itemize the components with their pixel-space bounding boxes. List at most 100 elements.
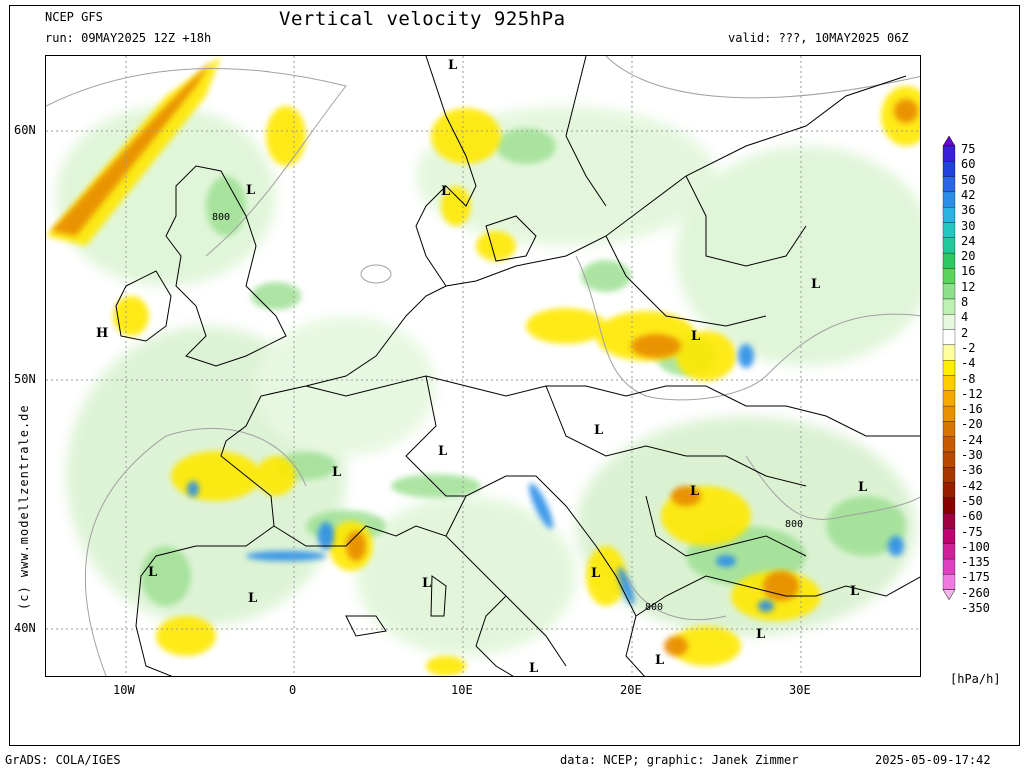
isobar-label: 800 <box>212 212 231 223</box>
colorbar-level: -260 <box>961 585 990 600</box>
colorbar-swatch <box>942 528 956 544</box>
map-panel <box>45 55 921 677</box>
colorbar-level: -24 <box>961 432 983 447</box>
high-center: H <box>96 326 109 341</box>
colorbar-level: -350 <box>961 601 990 615</box>
colorbar-swatch <box>942 268 956 284</box>
colorbar-swatch <box>942 390 956 407</box>
colorbar-swatch <box>942 191 956 208</box>
colorbar-swatch <box>942 451 956 468</box>
colorbar-level: 2 <box>961 325 969 340</box>
map-field <box>46 56 920 676</box>
colorbar-swatch <box>942 482 956 499</box>
colorbar-level: 20 <box>961 249 976 264</box>
colorbar-swatch <box>942 436 956 453</box>
colorbar-level: -36 <box>961 463 983 478</box>
colorbar-swatch <box>942 360 956 376</box>
colorbar-swatch <box>942 298 956 315</box>
colorbar-swatch <box>942 237 956 254</box>
low-center: L <box>655 653 665 668</box>
colorbar-level: -20 <box>961 417 983 432</box>
colorbar-level: -135 <box>961 555 990 570</box>
colorbar-swatch <box>942 467 956 483</box>
colorbar-swatch <box>942 513 956 529</box>
colorbar-level: -8 <box>961 371 976 386</box>
colorbar-swatch <box>942 222 956 238</box>
lat-tick: 40N <box>14 621 36 635</box>
colorbar-level: 16 <box>961 264 976 279</box>
colorbar-level: 75 <box>961 142 976 156</box>
colorbar-unit: [hPa/h] <box>950 672 1001 686</box>
low-center: L <box>591 566 601 581</box>
colorbar-level: 42 <box>961 187 976 202</box>
colorbar-level: -42 <box>961 478 983 493</box>
low-center: L <box>248 591 258 606</box>
colorbar-level: -50 <box>961 493 983 508</box>
isobar-label: 800 <box>645 602 664 613</box>
colorbar-level: -100 <box>961 539 990 554</box>
colorbar-cap-bottom <box>942 589 956 601</box>
colorbar-level: 4 <box>961 310 969 325</box>
lon-tick: 30E <box>789 683 811 697</box>
colorbar-swatch <box>942 405 956 422</box>
colorbar-swatch <box>942 497 956 514</box>
lon-tick: 10E <box>451 683 473 697</box>
low-center: L <box>529 661 539 676</box>
low-center: L <box>438 444 448 459</box>
colorbar-level: -4 <box>961 356 976 371</box>
low-center: L <box>148 565 158 580</box>
low-center: L <box>858 480 868 495</box>
colorbar-level: 50 <box>961 172 976 187</box>
low-center: L <box>332 465 342 480</box>
colorbar-swatch <box>942 283 956 300</box>
colorbar-swatch <box>942 176 956 193</box>
low-center: L <box>690 484 700 499</box>
low-center: L <box>811 277 821 292</box>
colorbar-level: 8 <box>961 295 969 309</box>
colorbar-swatch <box>942 574 956 590</box>
colorbar <box>942 136 956 601</box>
plot-frame <box>9 5 1020 746</box>
low-center: L <box>594 423 604 438</box>
lon-tick: 0 <box>289 683 297 697</box>
low-center: L <box>850 584 860 599</box>
colorbar-swatch <box>942 558 956 575</box>
colorbar-level: -175 <box>961 570 990 585</box>
colorbar-swatch <box>942 207 956 223</box>
valid-label: valid: ???, 10MAY2025 06Z <box>728 31 909 45</box>
low-center: L <box>691 329 701 344</box>
colorbar-swatch <box>942 543 956 560</box>
copyright-label: (c) www.modellzentrale.de <box>17 404 31 610</box>
low-center: L <box>246 183 256 198</box>
run-label: run: 09MAY2025 12Z +18h <box>45 31 212 45</box>
colorbar-level: -30 <box>961 448 983 462</box>
colorbar-level: 30 <box>961 218 976 233</box>
colorbar-swatch <box>942 344 956 361</box>
colorbar-level: -16 <box>961 402 983 417</box>
colorbar-level: -60 <box>961 509 983 524</box>
colorbar-swatch <box>942 421 956 437</box>
colorbar-level: -75 <box>961 524 983 539</box>
chart-title: Vertical velocity 925hPa <box>279 8 566 30</box>
colorbar-swatch <box>942 375 956 391</box>
low-center: L <box>422 576 432 591</box>
colorbar-cap-top <box>942 136 956 147</box>
lat-tick: 60N <box>14 123 36 137</box>
colorbar-swatch <box>942 145 956 162</box>
colorbar-swatch <box>942 329 956 346</box>
colorbar-level: 12 <box>961 279 976 294</box>
colorbar-level: 60 <box>961 157 976 172</box>
isobar-label: 800 <box>785 519 804 530</box>
lat-tick: 50N <box>14 372 36 386</box>
model-label: NCEP GFS <box>45 10 103 24</box>
colorbar-swatch <box>942 161 956 177</box>
colorbar-level: 24 <box>961 233 976 248</box>
colorbar-level: -2 <box>961 340 976 355</box>
timestamp: 2025-05-09-17:42 <box>875 753 991 767</box>
colorbar-level: 36 <box>961 203 976 218</box>
lon-tick: 10W <box>113 683 135 697</box>
low-center: L <box>441 184 451 199</box>
colorbar-swatch <box>942 252 956 269</box>
low-center: L <box>448 58 458 73</box>
low-center: L <box>756 627 766 642</box>
